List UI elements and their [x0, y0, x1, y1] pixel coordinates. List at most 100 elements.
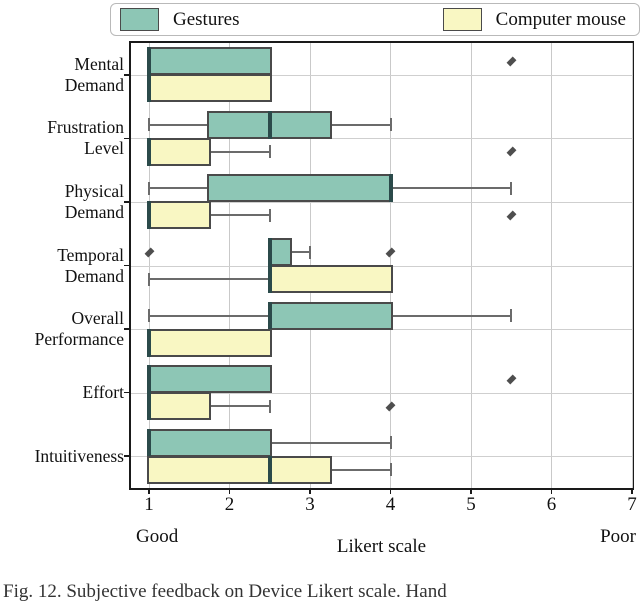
box-computer-mouse — [147, 201, 212, 230]
median-line — [267, 301, 272, 330]
gestures-color-swatch — [120, 8, 159, 31]
whisker-cap-high — [268, 399, 271, 413]
outlier-diamond — [506, 146, 517, 157]
whisker-low — [149, 278, 270, 280]
horizontal-gridline — [131, 329, 632, 331]
y-axis-label: Intuitiveness — [0, 430, 124, 482]
y-axis-label-line: Intuitiveness — [34, 445, 124, 466]
x-axis-anchor-poor: Poor — [600, 526, 636, 547]
x-tick-label: 2 — [224, 494, 235, 515]
y-axis-label-line: Mental — [74, 53, 124, 74]
x-tick-mark — [631, 488, 633, 494]
horizontal-gridline — [131, 74, 632, 76]
median-line — [147, 392, 152, 421]
outlier-diamond — [385, 247, 396, 257]
whisker-high — [289, 251, 310, 253]
median-line — [388, 174, 393, 203]
median-line — [267, 110, 272, 139]
computer-mouse-color-swatch — [442, 8, 482, 31]
median-line — [147, 47, 152, 76]
legend-label-computer-mouse: Computer mouse — [495, 8, 626, 30]
y-axis-label: Overall Performance — [0, 303, 124, 355]
outlier-diamond — [385, 401, 396, 412]
x-tick-label: 3 — [305, 494, 315, 515]
whisker-cap-high — [510, 309, 513, 323]
y-axis-label-line: Frustration — [47, 117, 124, 138]
median-line — [267, 455, 272, 484]
plot-canvas — [131, 43, 633, 488]
y-axis-label-line: Level — [84, 138, 124, 159]
box-gestures — [147, 428, 272, 457]
y-axis-label: Effort — [0, 367, 124, 419]
box-computer-mouse — [147, 137, 212, 166]
whisker-high — [209, 405, 270, 408]
horizontal-gridline — [131, 201, 632, 203]
horizontal-gridline — [131, 392, 632, 394]
box-gestures — [147, 365, 272, 394]
whisker-high — [330, 123, 391, 126]
box-computer-mouse — [267, 265, 393, 293]
whisker-high — [330, 468, 391, 471]
whisker-cap-low — [148, 309, 151, 323]
outlier-diamond — [506, 56, 517, 67]
whisker-high — [390, 187, 512, 190]
y-tick-mark — [124, 391, 131, 394]
x-tick-mark — [148, 488, 150, 494]
whisker-low — [149, 187, 210, 190]
x-axis-title: Likert scale — [336, 536, 427, 557]
y-axis-label-line: Physical — [64, 180, 124, 201]
x-tick-mark — [309, 488, 311, 494]
legend-label-gestures: Gestures — [173, 8, 240, 30]
whisker-cap-high — [389, 463, 392, 477]
x-tick-label: 1 — [144, 494, 154, 515]
horizontal-gridline — [131, 138, 632, 140]
whisker-cap-high — [309, 245, 312, 259]
y-axis-label-line: Temporal — [57, 244, 124, 265]
outlier-diamond — [506, 374, 517, 385]
horizontal-gridline — [131, 456, 632, 458]
y-tick-mark — [124, 137, 131, 140]
figure-caption-clipped: Fig. 12. Subjective feedback on Device L… — [3, 581, 447, 602]
box-computer-mouse — [147, 455, 333, 484]
y-tick-mark — [124, 264, 131, 267]
y-axis-label-line: Demand — [64, 201, 124, 222]
box-gestures — [207, 174, 393, 203]
whisker-cap-high — [268, 208, 271, 222]
whisker-cap-high — [510, 181, 513, 195]
whisker-cap-high — [389, 436, 392, 450]
x-tick-mark — [389, 488, 392, 494]
median-line — [147, 137, 152, 166]
median-line — [147, 201, 152, 230]
box-computer-mouse — [147, 392, 212, 421]
y-axis-label-line: Performance — [34, 329, 124, 350]
y-axis-label: Frustration Level — [0, 112, 124, 164]
whisker-high — [269, 441, 391, 444]
whisker-cap-high — [268, 145, 271, 159]
y-tick-mark — [124, 328, 131, 330]
plot-area — [129, 41, 634, 490]
whisker-high — [209, 150, 270, 153]
box-computer-mouse — [147, 74, 272, 103]
y-axis-label-line: Overall — [71, 308, 124, 329]
whisker-high — [390, 314, 512, 317]
y-axis-label-line: Demand — [64, 265, 124, 286]
box-gestures — [267, 301, 393, 330]
box-computer-mouse — [147, 328, 272, 357]
y-tick-mark — [124, 201, 131, 203]
y-axis-label: Temporal Demand — [0, 240, 124, 292]
outlier-diamond — [506, 210, 517, 221]
outlier-diamond — [144, 247, 154, 257]
x-axis-anchor-good: Good — [136, 526, 179, 547]
x-tick-label: 5 — [466, 494, 476, 515]
y-tick-mark — [124, 74, 131, 76]
median-line — [147, 328, 152, 357]
y-axis-label-line: Effort — [82, 382, 124, 403]
whisker-cap-low — [148, 272, 151, 286]
y-axis-label: Mental Demand — [0, 49, 124, 101]
y-axis-label-line: Demand — [64, 74, 124, 95]
x-tick-mark — [470, 488, 472, 494]
x-tick-mark — [228, 488, 231, 494]
whisker-cap-low — [148, 118, 151, 132]
box-gestures — [147, 47, 272, 76]
